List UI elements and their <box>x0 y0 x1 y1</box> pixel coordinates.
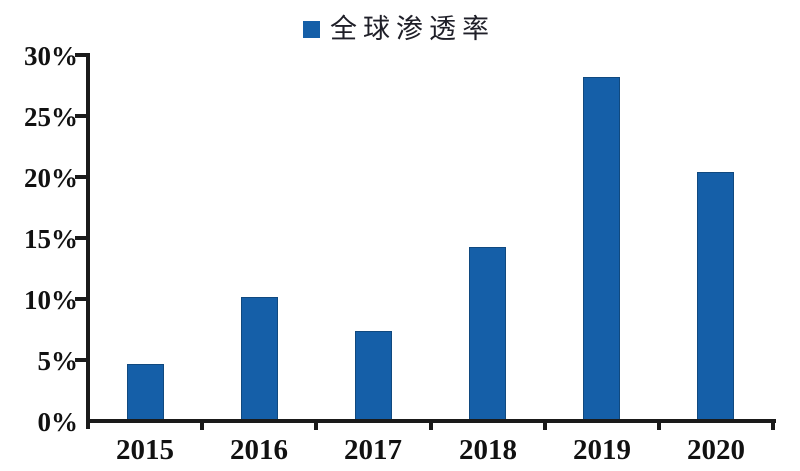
legend: 全球渗透率 <box>303 16 495 43</box>
y-tick-10 <box>75 297 88 301</box>
x-tick-6 <box>771 421 775 430</box>
y-tick-30 <box>75 53 88 57</box>
y-axis-line <box>86 53 90 429</box>
bar-2020 <box>697 172 734 421</box>
y-tick-5 <box>75 358 88 362</box>
y-axis-label-5: 5% <box>37 346 79 376</box>
y-axis-label-20: 20% <box>24 163 78 193</box>
x-tick-5 <box>656 421 661 430</box>
x-axis-label-2020: 2020 <box>687 434 745 466</box>
x-axis-label-2017: 2017 <box>344 434 402 466</box>
bar-2015 <box>127 364 164 421</box>
x-tick-2 <box>314 421 319 430</box>
bar-2019 <box>583 77 620 421</box>
y-axis-label-0: 0% <box>37 407 79 437</box>
y-axis-label-25: 25% <box>24 102 78 132</box>
x-axis-label-2016: 2016 <box>230 434 288 466</box>
y-axis-label-15: 15% <box>24 224 78 254</box>
x-axis-line <box>86 419 776 423</box>
y-axis-label-10: 10% <box>24 285 78 315</box>
x-tick-3 <box>428 421 433 430</box>
x-tick-4 <box>542 421 547 430</box>
bar-2018 <box>469 247 506 421</box>
x-axis-label-2019: 2019 <box>573 434 631 466</box>
y-tick-25 <box>75 114 88 118</box>
legend-label: 全球渗透率 <box>330 14 495 44</box>
legend-marker-icon <box>303 21 320 38</box>
x-axis-label-2015: 2015 <box>116 434 174 466</box>
y-axis-label-30: 30% <box>24 41 78 71</box>
bar-2017 <box>355 331 392 421</box>
y-tick-20 <box>75 175 88 179</box>
x-axis-label-2018: 2018 <box>459 434 517 466</box>
y-tick-15 <box>75 236 88 240</box>
x-tick-1 <box>200 421 205 430</box>
bar-2016 <box>241 297 278 421</box>
